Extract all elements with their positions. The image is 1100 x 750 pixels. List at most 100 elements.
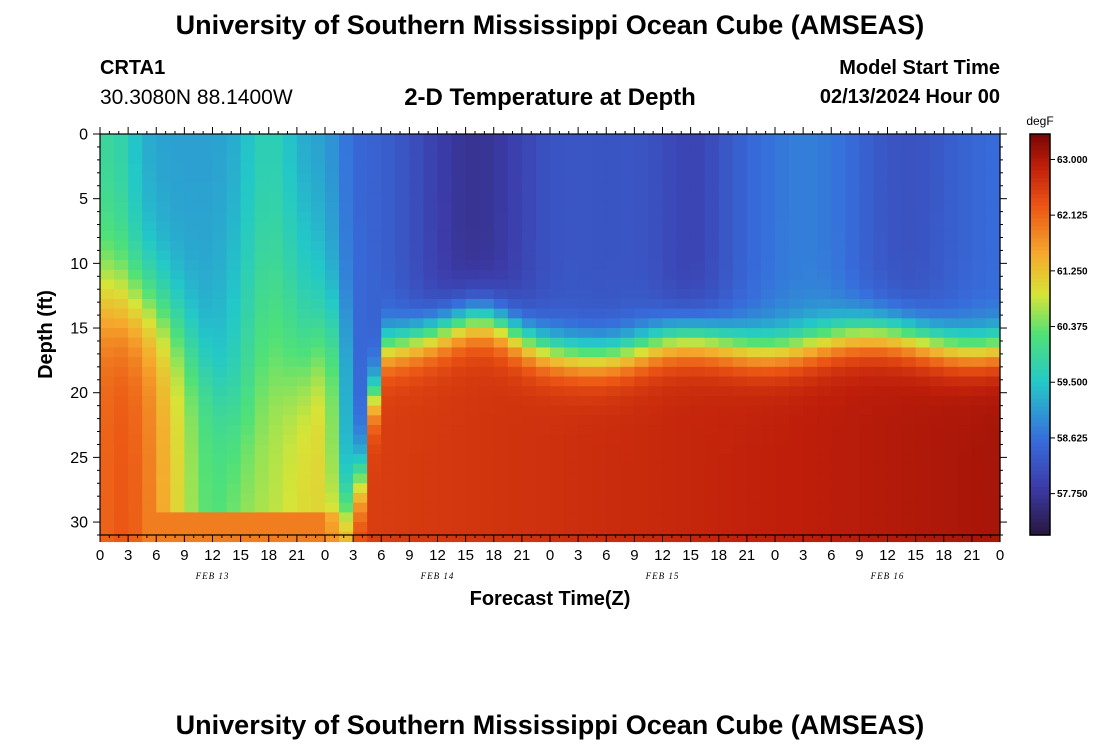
heatmap-cell [550,182,565,193]
heatmap-cell [760,454,776,465]
heatmap-cell [957,473,973,484]
heatmap-cell [985,279,1001,290]
heatmap-cell [493,260,509,271]
heatmap-cell [212,512,228,523]
colorbar-segment [1030,142,1050,147]
heatmap-cell [789,298,804,310]
heatmap-cell [929,347,945,358]
heatmap-cell [521,463,537,475]
heatmap-cell [817,444,832,455]
heatmap-cell [451,163,467,174]
heatmap-cell [831,337,846,349]
heatmap-cell [592,163,607,174]
heatmap-cell [929,376,945,387]
heatmap-cell [282,434,298,446]
heatmap-cell [578,221,593,232]
heatmap-cell [957,231,973,242]
heatmap-cell [592,308,607,319]
heatmap-cell [831,279,846,290]
heatmap-cell [704,153,720,164]
heatmap-cell [156,386,171,397]
heatmap-cell [915,298,931,310]
heatmap-cell [760,492,776,504]
heatmap-cell [226,134,242,145]
heatmap-cell [550,425,565,436]
heatmap-cell [859,531,875,543]
heatmap-cell [128,522,143,533]
date-label: FEB 16 [870,571,905,581]
heatmap-cell [226,347,242,358]
heatmap-cell [845,357,860,368]
heatmap-cell [339,328,354,339]
x-tick-label: 3 [349,547,357,564]
heatmap-cell [564,395,579,407]
heatmap-cell [943,328,959,339]
heatmap-cell [100,366,115,378]
heatmap-cell [831,289,846,300]
heatmap-cell [170,492,185,504]
heatmap-cell [479,289,495,300]
heatmap-cell [310,502,326,513]
heatmap-cell [929,172,945,184]
heatmap-cell [845,434,860,446]
heatmap-cell [775,522,790,533]
heatmap-cell [971,512,987,523]
heatmap-cell [325,153,340,164]
heatmap-cell [100,463,115,475]
heatmap-cell [592,463,607,475]
heatmap-cell [789,279,804,290]
heatmap-cell [578,463,593,475]
heatmap-cell [114,434,129,446]
heatmap-cell [887,260,903,271]
heatmap-cell [620,444,635,455]
heatmap-cell [325,211,340,222]
heatmap-cell [845,473,860,484]
heatmap-cell [310,483,326,494]
heatmap-cell [887,308,903,319]
heatmap-cell [268,425,284,436]
x-tick-label: 21 [964,547,981,564]
heatmap-cell [718,211,734,222]
heatmap-cell [395,318,410,329]
heatmap-cell [887,328,903,339]
heatmap-cell [887,434,903,446]
heatmap-cell [606,492,621,504]
heatmap-cell [971,318,987,329]
heatmap-cell [479,153,495,164]
heatmap-cell [353,502,368,513]
heatmap-cell [395,386,410,397]
heatmap-cell [901,318,917,329]
heatmap-cell [325,269,340,281]
x-tick-label: 15 [907,547,924,564]
heatmap-cell [114,308,129,319]
heatmap-cell [128,298,143,310]
colorbar-segment [1030,270,1050,275]
heatmap-cell [254,463,270,475]
heatmap-cell [507,405,523,416]
heatmap-cell [746,201,762,213]
heatmap-cell [718,337,734,349]
heatmap-cell [198,250,214,261]
heatmap-cell [226,289,242,300]
heatmap-cell [746,231,762,242]
heatmap-cell [156,444,171,455]
heatmap-cell [395,269,410,281]
heatmap-cell [437,192,453,203]
heatmap-cell [929,434,945,446]
heatmap-cell [943,463,959,475]
heatmap-cell [507,298,523,310]
heatmap-cell [803,502,818,513]
heatmap-cell [521,163,537,174]
heatmap-cell [156,134,171,145]
heatmap-cell [592,231,607,242]
heatmap-cell [310,425,326,436]
heatmap-cell [184,531,200,543]
heatmap-cell [240,531,256,543]
heatmap-cell [254,492,270,504]
heatmap-cell [887,231,903,242]
heatmap-cell [887,318,903,329]
heatmap-cell [282,444,298,455]
heatmap-cell [395,143,410,154]
heatmap-cell [367,376,382,387]
heatmap-cell [367,425,382,436]
